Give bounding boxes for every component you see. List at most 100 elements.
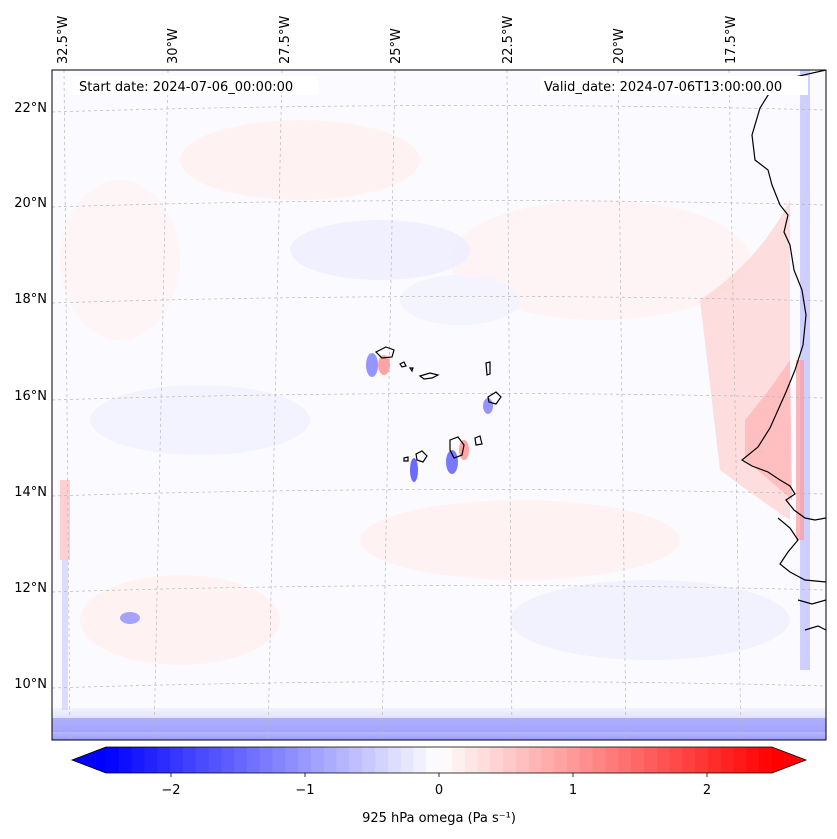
colorbar-cell <box>170 747 184 773</box>
colorbar-cell <box>362 747 376 773</box>
colorbar-max-extension <box>772 747 806 773</box>
colorbar-cell <box>477 747 491 773</box>
lat-label-18n: 18°N <box>14 292 47 307</box>
colorbar-cell <box>682 747 696 773</box>
colorbar-cell <box>144 747 158 773</box>
colorbar-tick-1: 1 <box>569 783 577 798</box>
lat-label-22n: 22°N <box>14 101 47 116</box>
lon-label-25w: 25°W <box>389 28 404 64</box>
colorbar-cell <box>400 747 414 773</box>
colorbar-cell <box>759 747 773 773</box>
colorbar-cell <box>695 747 709 773</box>
colorbar-cell <box>503 747 517 773</box>
colorbar-cell <box>131 747 145 773</box>
colorbar-cell <box>298 747 312 773</box>
colorbar-outline <box>70 746 808 774</box>
colorbar-label: 925 hPa omega (Pa s⁻¹) <box>362 811 516 826</box>
colorbar-cell <box>374 747 389 773</box>
colorbar-cell <box>605 747 619 773</box>
colorbar-cell <box>554 747 568 773</box>
colorbar-ticks <box>170 773 708 777</box>
colorbar-cell <box>336 747 350 773</box>
colorbar-cell <box>464 747 478 773</box>
colorbar-cell <box>426 747 440 773</box>
lat-label-20n: 20°N <box>14 196 47 211</box>
lat-label-14n: 14°N <box>14 485 47 500</box>
colorbar: −2 −1 0 1 2 925 hPa omega (Pa s⁻¹) <box>70 746 808 826</box>
valid-date-box <box>540 76 808 95</box>
lon-label-32-5w: 32.5°W <box>56 16 71 64</box>
colorbar-cell <box>528 747 542 773</box>
map-frame <box>51 69 827 741</box>
gridlines <box>52 70 826 740</box>
colorbar-cell <box>234 747 248 773</box>
colorbar-cell <box>515 747 530 773</box>
colorbar-cell <box>451 747 466 773</box>
colorbar-cell <box>631 747 645 773</box>
colorbar-tick-neg2: −2 <box>161 783 180 798</box>
colorbar-cell <box>707 747 722 773</box>
colorbar-cell <box>272 747 286 773</box>
colorbar-cell <box>567 747 581 773</box>
island-sao-vicente <box>399 361 407 368</box>
colorbar-cell <box>490 747 504 773</box>
start-date-box <box>72 76 318 95</box>
colorbar-cell <box>195 747 209 773</box>
island-fogo <box>415 450 428 463</box>
colorbar-tick-0: 0 <box>435 783 443 798</box>
island-santa-luzia <box>408 367 414 373</box>
island-sao-nicolau <box>418 372 440 380</box>
coastline <box>374 70 826 631</box>
colorbar-cell <box>733 747 747 773</box>
lat-label-10n: 10°N <box>14 677 47 692</box>
island-maio <box>474 435 483 446</box>
colorbar-cell <box>157 747 171 773</box>
colorbar-cell <box>720 747 735 773</box>
colorbar-cell <box>349 747 363 773</box>
colorbar-cell <box>182 747 197 773</box>
island-brava <box>403 456 409 462</box>
omega-field <box>52 70 826 740</box>
longitude-labels: 32.5°W 30°W 27.5°W 25°W 22.5°W 20°W 17.5… <box>56 16 739 64</box>
lon-label-17-5w: 17.5°W <box>724 16 739 64</box>
colorbar-cell <box>643 747 658 773</box>
colorbar-cells <box>106 747 773 773</box>
colorbar-min-extension <box>72 747 106 773</box>
island-santiago <box>449 436 465 459</box>
lat-label-12n: 12°N <box>14 581 47 596</box>
colorbar-cell <box>746 747 760 773</box>
colorbar-cell <box>246 747 261 773</box>
colorbar-cell <box>323 747 338 773</box>
latitude-labels: 22°N 20°N 18°N 16°N 14°N 12°N 10°N <box>14 101 47 692</box>
island-sal <box>485 361 491 376</box>
colorbar-cell <box>285 747 299 773</box>
lat-label-16n: 16°N <box>14 389 47 404</box>
island-boa-vista <box>487 391 502 405</box>
colorbar-cell <box>618 747 632 773</box>
colorbar-cell <box>387 747 402 773</box>
island-santo-antao <box>374 346 395 359</box>
valid-date-text: Valid_date: 2024-07-06T13:00:00.00 <box>544 80 782 95</box>
lon-label-20w: 20°W <box>612 28 627 64</box>
lon-label-30w: 30°W <box>166 28 181 64</box>
colorbar-cell <box>208 747 222 773</box>
start-date-text: Start date: 2024-07-06_00:00:00 <box>79 80 293 95</box>
colorbar-cell <box>118 747 133 773</box>
colorbar-tick-neg1: −1 <box>295 783 314 798</box>
colorbar-cell <box>669 747 683 773</box>
colorbar-cell <box>310 747 325 773</box>
colorbar-tick-2: 2 <box>703 783 711 798</box>
africa-coastline <box>740 70 826 521</box>
colorbar-cell <box>439 747 453 773</box>
colorbar-cell <box>221 747 235 773</box>
colorbar-cell <box>592 747 606 773</box>
colorbar-cell <box>541 747 555 773</box>
colorbar-cell <box>413 747 427 773</box>
lon-label-22-5w: 22.5°W <box>501 16 516 64</box>
lon-label-27-5w: 27.5°W <box>278 16 293 64</box>
colorbar-cell <box>656 747 671 773</box>
colorbar-cell <box>106 747 120 773</box>
colorbar-cell <box>579 747 594 773</box>
colorbar-cell <box>259 747 273 773</box>
